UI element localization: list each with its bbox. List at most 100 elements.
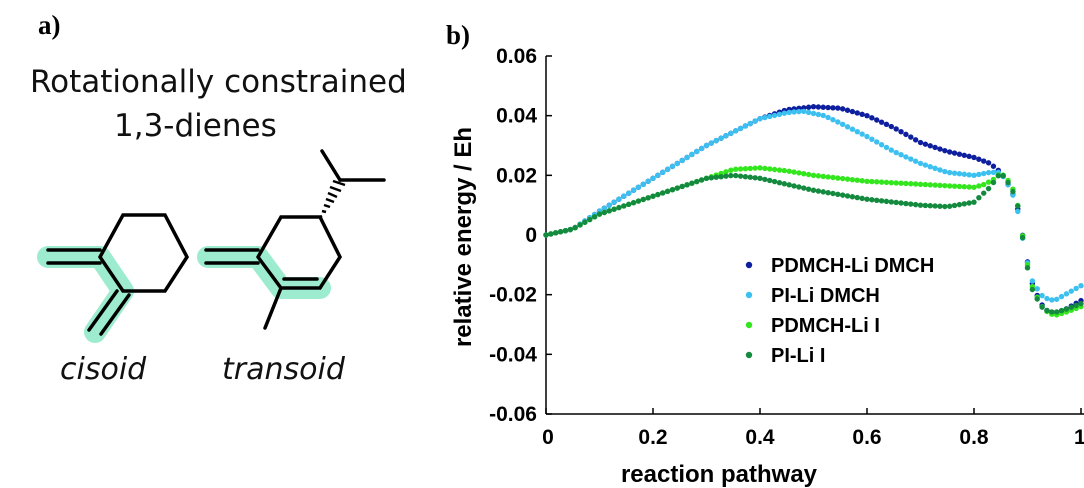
y-tick-label: 0.02 [496, 164, 537, 187]
data-point [922, 141, 929, 147]
data-point [737, 166, 744, 172]
data-point [796, 108, 802, 115]
data-point [791, 169, 797, 175]
data-point [650, 193, 656, 199]
data-point [839, 175, 846, 182]
data-point [689, 151, 695, 158]
data-point [616, 204, 622, 211]
data-point [747, 120, 753, 127]
data-point [869, 178, 875, 185]
data-point [757, 115, 763, 122]
data-point [961, 171, 967, 177]
data-point [684, 154, 690, 161]
series-3 [543, 172, 1084, 315]
data-point [621, 203, 627, 209]
data-point [805, 104, 812, 110]
data-point [849, 126, 856, 132]
data-point [869, 115, 875, 121]
data-point [713, 174, 719, 180]
data-point [596, 211, 603, 217]
data-point [888, 147, 895, 153]
data-point [635, 198, 642, 204]
panel-a-title-line1: Rotationally constrained [30, 64, 407, 100]
data-point [723, 133, 729, 139]
data-point [951, 170, 958, 176]
panel-a-label: a) [38, 10, 61, 40]
legend-marker [745, 321, 753, 329]
x-axis-label: reaction pathway [621, 461, 818, 488]
data-point [805, 186, 812, 192]
data-point [981, 170, 987, 177]
data-point [553, 230, 559, 236]
data-point [728, 167, 734, 173]
data-point [946, 149, 953, 155]
data-point [820, 173, 826, 180]
data-point [942, 168, 948, 175]
chart-ticks: 0.060.040.020-0.02-0.04-0.060 0.2 0.4 0.6 0.… [489, 45, 1084, 449]
data-point [981, 181, 987, 188]
data-point [645, 195, 651, 201]
data-point [791, 183, 797, 189]
data-point [708, 140, 715, 146]
data-point [927, 163, 933, 170]
data-point [966, 200, 972, 206]
data-point [747, 174, 753, 180]
data-point [985, 160, 992, 166]
data-point [660, 169, 666, 176]
data-point [708, 175, 715, 181]
data-point [630, 200, 637, 206]
data-point [927, 203, 933, 209]
data-point [625, 201, 632, 208]
data-point [771, 166, 778, 173]
data-point [723, 173, 729, 179]
data-point [893, 180, 899, 186]
data-point [898, 180, 904, 186]
data-point [606, 208, 612, 214]
data-point [942, 147, 948, 154]
data-point [903, 200, 909, 207]
data-point [557, 229, 564, 235]
data-point [864, 133, 870, 140]
data-point [694, 148, 700, 155]
data-point [835, 119, 841, 125]
data-point [849, 108, 856, 115]
data-point [703, 142, 710, 149]
data-point [893, 149, 899, 156]
data-point [869, 136, 875, 142]
data-point [844, 107, 851, 113]
molecule-structures [37, 149, 386, 343]
data-point [577, 222, 583, 228]
data-point [937, 146, 943, 152]
data-point [655, 191, 661, 198]
data-point [874, 139, 880, 145]
data-point [874, 179, 880, 185]
legend-entry: PI-Li I [771, 345, 825, 367]
data-point [1000, 173, 1006, 179]
data-point [737, 173, 744, 179]
data-point [976, 194, 982, 201]
data-point [771, 112, 778, 119]
data-point [1029, 286, 1036, 293]
data-point [864, 112, 870, 119]
data-point [937, 167, 943, 173]
data-point [684, 182, 690, 188]
data-point [951, 150, 958, 156]
data-point [922, 181, 929, 188]
data-point [878, 141, 885, 148]
cisoid-label: cisoid [60, 352, 147, 387]
data-point [801, 185, 807, 191]
transoid-molecule [204, 149, 386, 330]
data-point [621, 193, 627, 199]
y-axis-label: relative energy / Eh [450, 127, 477, 347]
data-point [859, 178, 865, 184]
data-point [1049, 297, 1055, 303]
data-point [815, 173, 822, 179]
x-tick-label: 0.2 [638, 426, 667, 449]
data-point [835, 175, 841, 181]
data-point [825, 189, 831, 196]
data-point [815, 111, 822, 118]
data-point [820, 189, 826, 195]
data-point [679, 157, 685, 164]
x-tick-label: 0.6 [852, 426, 881, 449]
